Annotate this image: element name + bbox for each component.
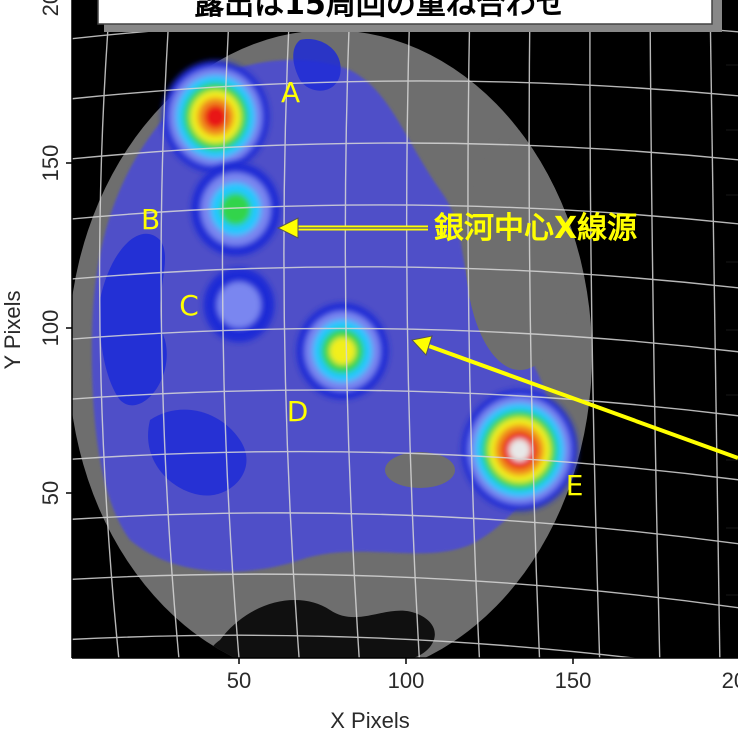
x-axis-title: X Pixels: [330, 708, 409, 733]
grid-meridian-5: [344, 0, 360, 658]
source-label-A: A: [281, 76, 300, 109]
x-ray-sources: [162, 60, 578, 511]
annotation-second-arrow: [411, 335, 738, 460]
source-label-B: B: [141, 203, 160, 236]
grid-parallel-9: [72, 573, 738, 609]
grid-parallel-8: [72, 512, 738, 545]
annotation-arrow-2: [425, 343, 738, 460]
y-tick-label-100: 100: [38, 310, 63, 347]
grid-parallel-10: [72, 634, 640, 658]
y-tick-label-200: 200: [38, 0, 63, 16]
x-tick-label-100: 100: [388, 668, 425, 693]
grid-parallel-1: [72, 80, 738, 100]
y-tick-label-150: 150: [38, 145, 63, 182]
source-E-contour-7: [508, 438, 531, 462]
x-tick-label-50: 50: [227, 668, 251, 693]
x-tick-label-200: 200: [722, 668, 738, 693]
source-label-C: C: [179, 289, 199, 322]
annotation-text-1: 銀河中心X線源: [434, 211, 637, 246]
annotation-galactic-center: 銀河中心X線源: [276, 211, 637, 246]
grid-parallel-7: [72, 450, 738, 481]
chart-title: 露出は15周回の重ね合わせ: [194, 0, 566, 22]
grid-meridian-1: [98, 0, 120, 658]
source-C: [203, 267, 275, 343]
source-labels: A B C D E: [141, 76, 583, 502]
grid-parallel-4: [72, 266, 738, 289]
grid-parallel-5: [72, 327, 738, 353]
grid-parallel-6: [72, 389, 738, 417]
right-axis-ticks: [726, 64, 738, 596]
annotation-arrowhead-2: [411, 335, 433, 356]
y-tick-labels: 50 100 150 200: [38, 0, 72, 505]
title-box-frame: [97, 0, 713, 25]
source-B-contour-3: [220, 192, 252, 226]
title-box: 露出は15周回の重ね合わせ: [97, 0, 722, 32]
source-C-contour-1: [217, 281, 261, 328]
gray-gap-1: [465, 130, 575, 370]
source-label-D: D: [287, 395, 309, 428]
gray-gap-2: [385, 452, 455, 488]
x-tick-label-150: 150: [555, 668, 592, 693]
diffuse-patch-upper: [293, 39, 341, 91]
source-E: [461, 389, 578, 511]
annotation-arrowhead-1: [276, 217, 299, 239]
grid-parallel-2: [72, 142, 738, 161]
grid-meridian-6: [405, 0, 421, 658]
x-tick-labels: 50 100 150 200: [227, 658, 738, 693]
low-count-speckles: [211, 600, 435, 658]
source-A-contour-6: [204, 104, 227, 129]
diffuse-patch-left: [99, 233, 167, 406]
grid-meridian-7: [467, 0, 481, 658]
grid-meridian-9: [589, 0, 601, 658]
grid-meridian-10: [649, 0, 661, 658]
source-label-E: E: [566, 469, 584, 502]
y-axis-title: Y Pixels: [0, 290, 25, 369]
source-D: [296, 302, 389, 400]
source-A: [162, 60, 270, 173]
grid-meridian-8: [528, 0, 541, 658]
y-tick-label-50: 50: [38, 481, 63, 505]
grid-parallel-3: [72, 204, 738, 225]
source-D-contour-4: [329, 337, 356, 365]
